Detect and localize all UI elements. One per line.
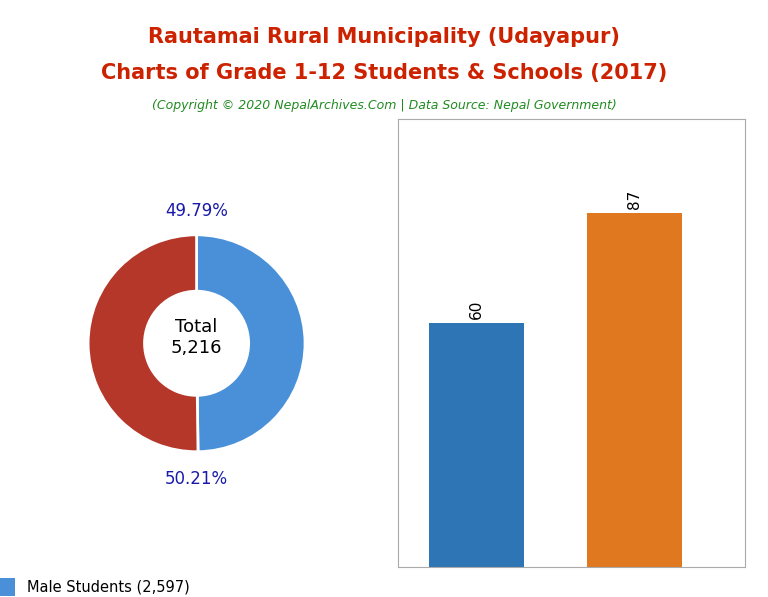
Text: (Copyright © 2020 NepalArchives.Com | Data Source: Nepal Government): (Copyright © 2020 NepalArchives.Com | Da… — [151, 99, 617, 112]
Text: Charts of Grade 1-12 Students & Schools (2017): Charts of Grade 1-12 Students & Schools … — [101, 63, 667, 83]
Wedge shape — [88, 235, 198, 452]
Bar — [588, 213, 682, 567]
Text: Total
5,216: Total 5,216 — [170, 318, 222, 357]
Text: 87: 87 — [627, 190, 642, 209]
Text: 49.79%: 49.79% — [165, 202, 228, 220]
Legend: Male Students (2,597), Female Students (2,619): Male Students (2,597), Female Students (… — [0, 578, 207, 597]
Wedge shape — [197, 235, 305, 452]
Bar — [429, 323, 524, 567]
Text: Rautamai Rural Municipality (Udayapur): Rautamai Rural Municipality (Udayapur) — [148, 27, 620, 47]
Text: 60: 60 — [469, 300, 485, 319]
Text: 50.21%: 50.21% — [165, 470, 228, 488]
